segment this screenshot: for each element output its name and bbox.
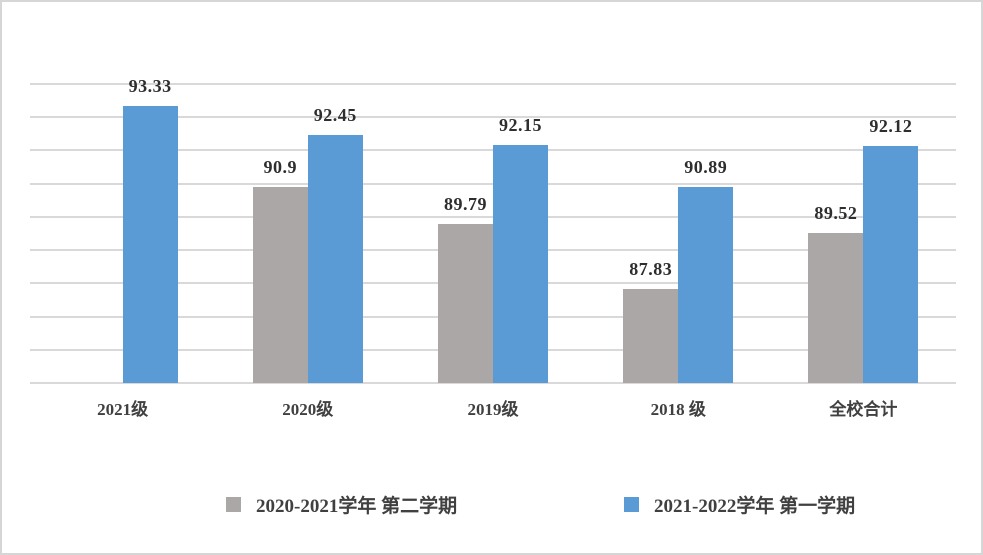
value-label: 87.83 [629, 258, 673, 279]
category-label-2019级: 2019级 [467, 400, 519, 419]
blue-series-swatch-icon [624, 496, 639, 512]
legend-item-semester1: 2021-2022学年 第一学期 [624, 493, 856, 517]
bar-series1-全校合计 [808, 232, 864, 383]
value-label: 92.12 [869, 116, 913, 137]
value-label: 90.9 [263, 156, 298, 177]
bar-series2-2018 级 [678, 187, 734, 383]
bar-series2-2020级 [307, 135, 363, 383]
gridline [30, 116, 956, 119]
bar-series1-2020级 [252, 186, 308, 383]
value-label: 90.89 [684, 157, 728, 178]
plot-area: 90.9 89.79 87.83 89.52 93.33 92.45 92.15 90.89 9… [30, 76, 956, 384]
value-label: 93.33 [128, 76, 172, 97]
legend-label: 2021-2022学年 第一学期 [654, 495, 856, 517]
bar-series1-2018 级 [623, 288, 679, 383]
category-label-2021级: 2021级 [97, 400, 149, 419]
value-label: 92.15 [499, 115, 542, 136]
gridline [30, 83, 956, 85]
legend-label: 2020-2021学年 第二学期 [256, 495, 458, 517]
bar-series2-2021级 [122, 106, 178, 383]
value-label: 89.79 [444, 193, 487, 214]
category-label-2020级: 2020级 [282, 400, 334, 419]
value-label: 92.45 [313, 105, 357, 126]
legend-item-semester2: 2020-2021学年 第二学期 [226, 493, 458, 517]
category-label-全校合计: 全校合计 [829, 400, 898, 419]
bar-series1-2019级 [438, 223, 493, 383]
value-label: 89.52 [814, 202, 858, 223]
bar-series2-全校合计 [863, 146, 919, 383]
gray-series-swatch-icon [226, 496, 241, 512]
gridline [30, 382, 956, 384]
category-label-2018 级: 2018 级 [650, 400, 706, 419]
bar-series2-2019级 [493, 145, 548, 383]
legend: 2020-2021学年 第二学期 2021-2022学年 第一学期 [2, 493, 981, 517]
